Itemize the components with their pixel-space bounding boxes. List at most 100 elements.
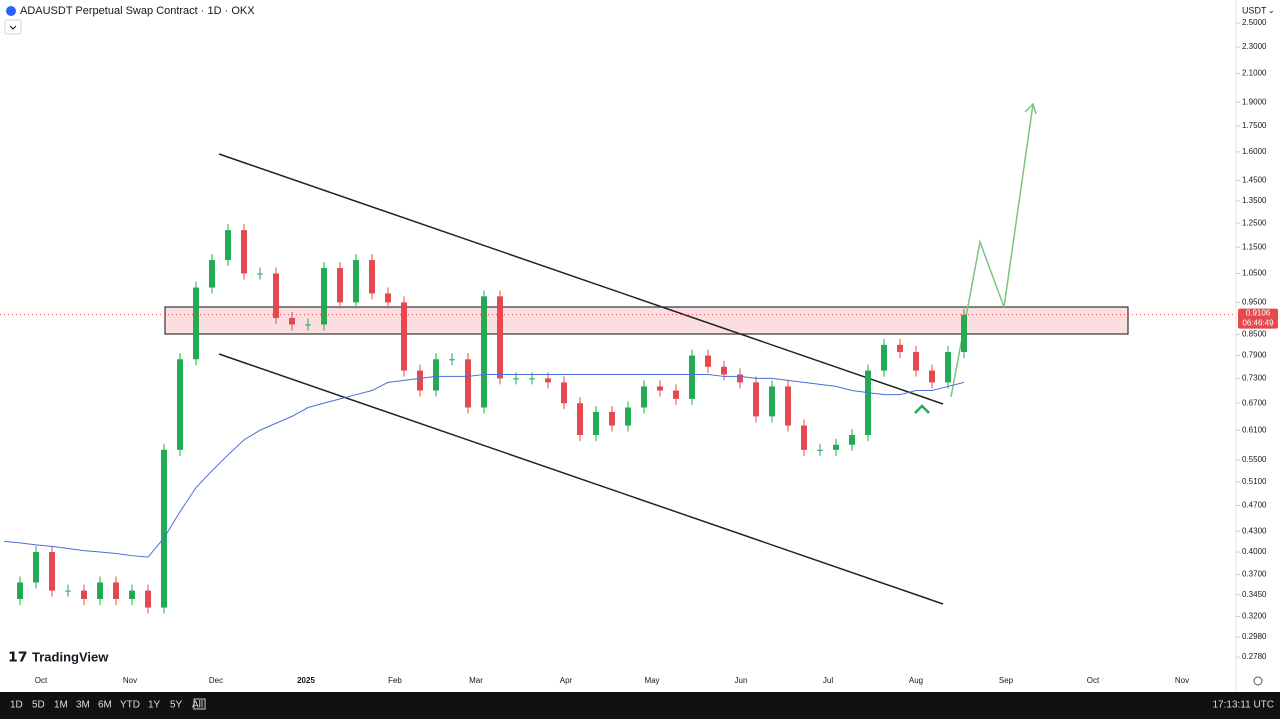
settings-icon[interactable]: [1253, 676, 1263, 686]
candle-body: [81, 590, 87, 599]
trend-line: [218, 353, 944, 605]
last-price-box: [1238, 308, 1278, 329]
y-tick-label: 1.4500: [1242, 175, 1267, 184]
candle-body: [289, 317, 295, 325]
moving-average: [3, 373, 965, 558]
candle-body: [513, 378, 519, 380]
candle-body: [561, 382, 567, 404]
resistance-zone: [164, 306, 1129, 335]
candle-body: [625, 407, 631, 426]
date-range-icon[interactable]: [193, 698, 206, 710]
y-tick-label: 0.8500: [1242, 330, 1267, 339]
x-tick-label: Feb: [388, 676, 402, 685]
candle-body: [209, 260, 215, 288]
candle-body: [353, 260, 359, 303]
x-tick-label: Nov: [1175, 676, 1189, 685]
candle-body: [97, 582, 103, 599]
candle-body: [593, 411, 599, 436]
x-tick-label: Sep: [999, 676, 1014, 685]
currency[interactable]: USDT: [1242, 5, 1267, 15]
candle-body: [833, 444, 839, 450]
candle-body: [609, 411, 615, 426]
candle-body: [465, 359, 471, 408]
y-tick-label: 0.7900: [1242, 351, 1267, 360]
candle-body: [961, 314, 967, 352]
candle-body: [225, 230, 231, 261]
y-tick-label: 2.1000: [1242, 69, 1267, 78]
brand-mark: 𝟭𝟳: [8, 649, 27, 665]
range-button[interactable]: YTD: [120, 700, 140, 711]
candle-body: [737, 374, 743, 383]
candle-body: [145, 590, 151, 608]
bottom-toolbar: [0, 692, 1280, 719]
arrow-head: [1024, 102, 1037, 115]
candle-body: [417, 370, 423, 391]
candle-body: [305, 324, 311, 326]
y-tick-label: 0.6100: [1242, 425, 1267, 434]
range-button[interactable]: 6M: [98, 700, 112, 711]
x-tick-label: Jun: [735, 676, 748, 685]
y-tick-label: 2.5000: [1242, 18, 1267, 27]
candle-body: [369, 260, 375, 294]
range-button[interactable]: 5Y: [170, 700, 183, 711]
candle-body: [193, 287, 199, 360]
y-tick-label: 0.5100: [1242, 477, 1267, 486]
candle-body: [849, 435, 855, 445]
candle-body: [497, 296, 503, 379]
y-tick-label: 1.7500: [1242, 121, 1267, 130]
candle-body: [769, 386, 775, 417]
x-tick-label: Nov: [123, 676, 137, 685]
range-button[interactable]: 1M: [54, 700, 68, 711]
y-tick-label: 1.3500: [1242, 196, 1267, 205]
x-tick-label: Apr: [560, 676, 573, 685]
candle-body: [449, 359, 455, 361]
x-tick-label: Dec: [209, 676, 223, 685]
chevron-icon: [9, 25, 17, 30]
range-button[interactable]: 5D: [32, 700, 45, 711]
candle-body: [433, 359, 439, 391]
last-price-label: 0.9106: [1246, 309, 1271, 318]
candle-body: [177, 359, 183, 450]
y-tick-label: 0.4000: [1242, 547, 1267, 556]
price-axis: [1236, 0, 1280, 692]
candle-body: [49, 552, 55, 591]
candle-body: [801, 425, 807, 450]
y-tick-label: 1.6000: [1242, 147, 1267, 156]
x-tick-label: Aug: [909, 676, 923, 685]
y-tick-label: 0.3200: [1242, 612, 1267, 621]
collapse-button[interactable]: [4, 19, 22, 35]
chevron: [914, 404, 930, 414]
candle-body: [721, 366, 727, 375]
y-tick-label: 0.2980: [1242, 632, 1267, 641]
trend-line: [218, 153, 944, 405]
candle-body: [881, 344, 887, 371]
y-tick-label: 1.2500: [1242, 218, 1267, 227]
candle-body: [385, 293, 391, 303]
candle-body: [401, 302, 407, 371]
brand: TradingView: [32, 649, 109, 664]
y-tick-label: 0.3700: [1242, 570, 1267, 579]
candle-body: [481, 296, 487, 408]
range-button[interactable]: 1D: [10, 700, 23, 711]
x-tick-label: Oct: [35, 676, 48, 685]
candle-body: [257, 273, 263, 275]
y-tick-label: 1.9000: [1242, 97, 1267, 106]
range-button[interactable]: All: [192, 700, 203, 711]
candle-body: [113, 582, 119, 599]
x-tick-label: Jul: [823, 676, 833, 685]
y-tick-label: 0.7300: [1242, 374, 1267, 383]
clock: 17:13:11 UTC: [1212, 700, 1274, 711]
symbol-icon: [6, 6, 16, 16]
candle-body: [657, 386, 663, 391]
projection-arrow: [950, 103, 1034, 398]
y-tick-label: 0.2780: [1242, 652, 1267, 661]
range-button[interactable]: 1Y: [148, 700, 161, 711]
candle-body: [673, 390, 679, 399]
range-button[interactable]: 3M: [76, 700, 90, 711]
y-tick-label: 2.3000: [1242, 42, 1267, 51]
candle-body: [865, 370, 871, 436]
candle-body: [577, 403, 583, 436]
candle-body: [129, 590, 135, 599]
